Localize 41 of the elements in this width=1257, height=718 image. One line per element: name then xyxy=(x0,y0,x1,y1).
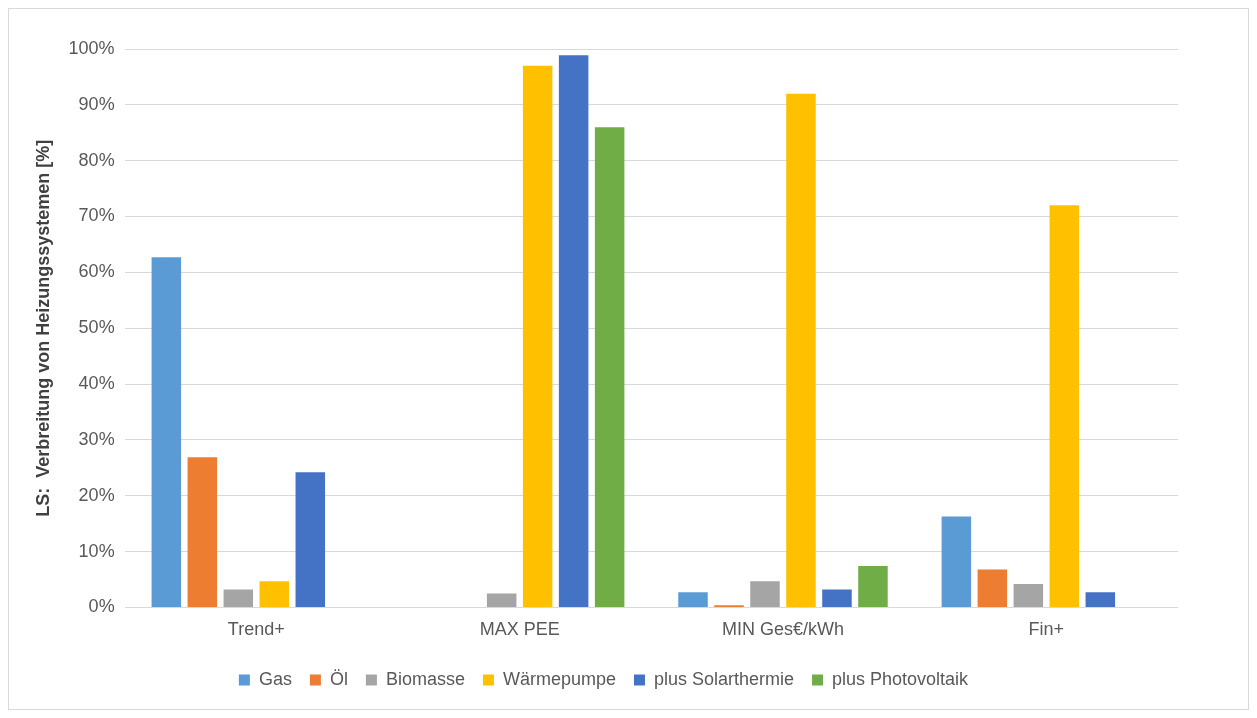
bar xyxy=(977,569,1008,607)
x-tick-label: MAX PEE xyxy=(479,619,560,640)
bar xyxy=(558,55,589,607)
x-tick-label: Fin+ xyxy=(1028,619,1065,640)
y-tick-label: 0% xyxy=(88,596,115,617)
y-tick-label: 70% xyxy=(78,205,115,226)
legend-label: Gas xyxy=(258,668,292,689)
bar xyxy=(594,127,625,607)
y-tick-label: 80% xyxy=(78,149,115,170)
y-tick-label: 30% xyxy=(78,428,115,449)
legend-label: Wärmepumpe xyxy=(502,668,616,689)
bar xyxy=(295,472,326,607)
bar xyxy=(1085,592,1116,607)
y-axis-title: LS: Verbreitung von Heizungssystemen [%] xyxy=(32,139,53,517)
y-tick-label: 20% xyxy=(78,484,115,505)
bar xyxy=(1049,205,1080,607)
bar xyxy=(259,581,290,607)
y-tick-label: 60% xyxy=(78,261,115,282)
x-tick-label: Trend+ xyxy=(227,619,285,640)
bar xyxy=(858,566,888,607)
y-tick-label: 50% xyxy=(78,317,115,338)
y-tick-label: 40% xyxy=(78,373,115,394)
bar xyxy=(151,257,182,607)
y-tick-label: 100% xyxy=(68,37,115,58)
bar xyxy=(486,593,517,607)
y-tick-label: 90% xyxy=(78,93,115,114)
bar xyxy=(223,589,254,607)
bar xyxy=(941,516,972,607)
bar xyxy=(522,65,553,607)
bar xyxy=(750,581,780,607)
bar xyxy=(1013,583,1044,607)
y-tick-label: 10% xyxy=(78,540,115,561)
legend-label: Öl xyxy=(329,668,348,689)
bar xyxy=(678,592,708,607)
bar xyxy=(822,589,852,607)
x-tick-label: MIN Ges€/kWh xyxy=(721,619,844,640)
legend-label: Biomasse xyxy=(385,668,465,689)
legend-label: plus Solarthermie xyxy=(653,668,795,689)
bar xyxy=(187,457,218,607)
bar xyxy=(786,93,816,607)
legend-label: plus Photovoltaik xyxy=(832,668,970,689)
